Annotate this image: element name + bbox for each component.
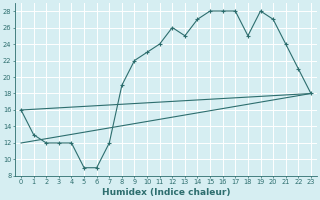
X-axis label: Humidex (Indice chaleur): Humidex (Indice chaleur) — [102, 188, 230, 197]
